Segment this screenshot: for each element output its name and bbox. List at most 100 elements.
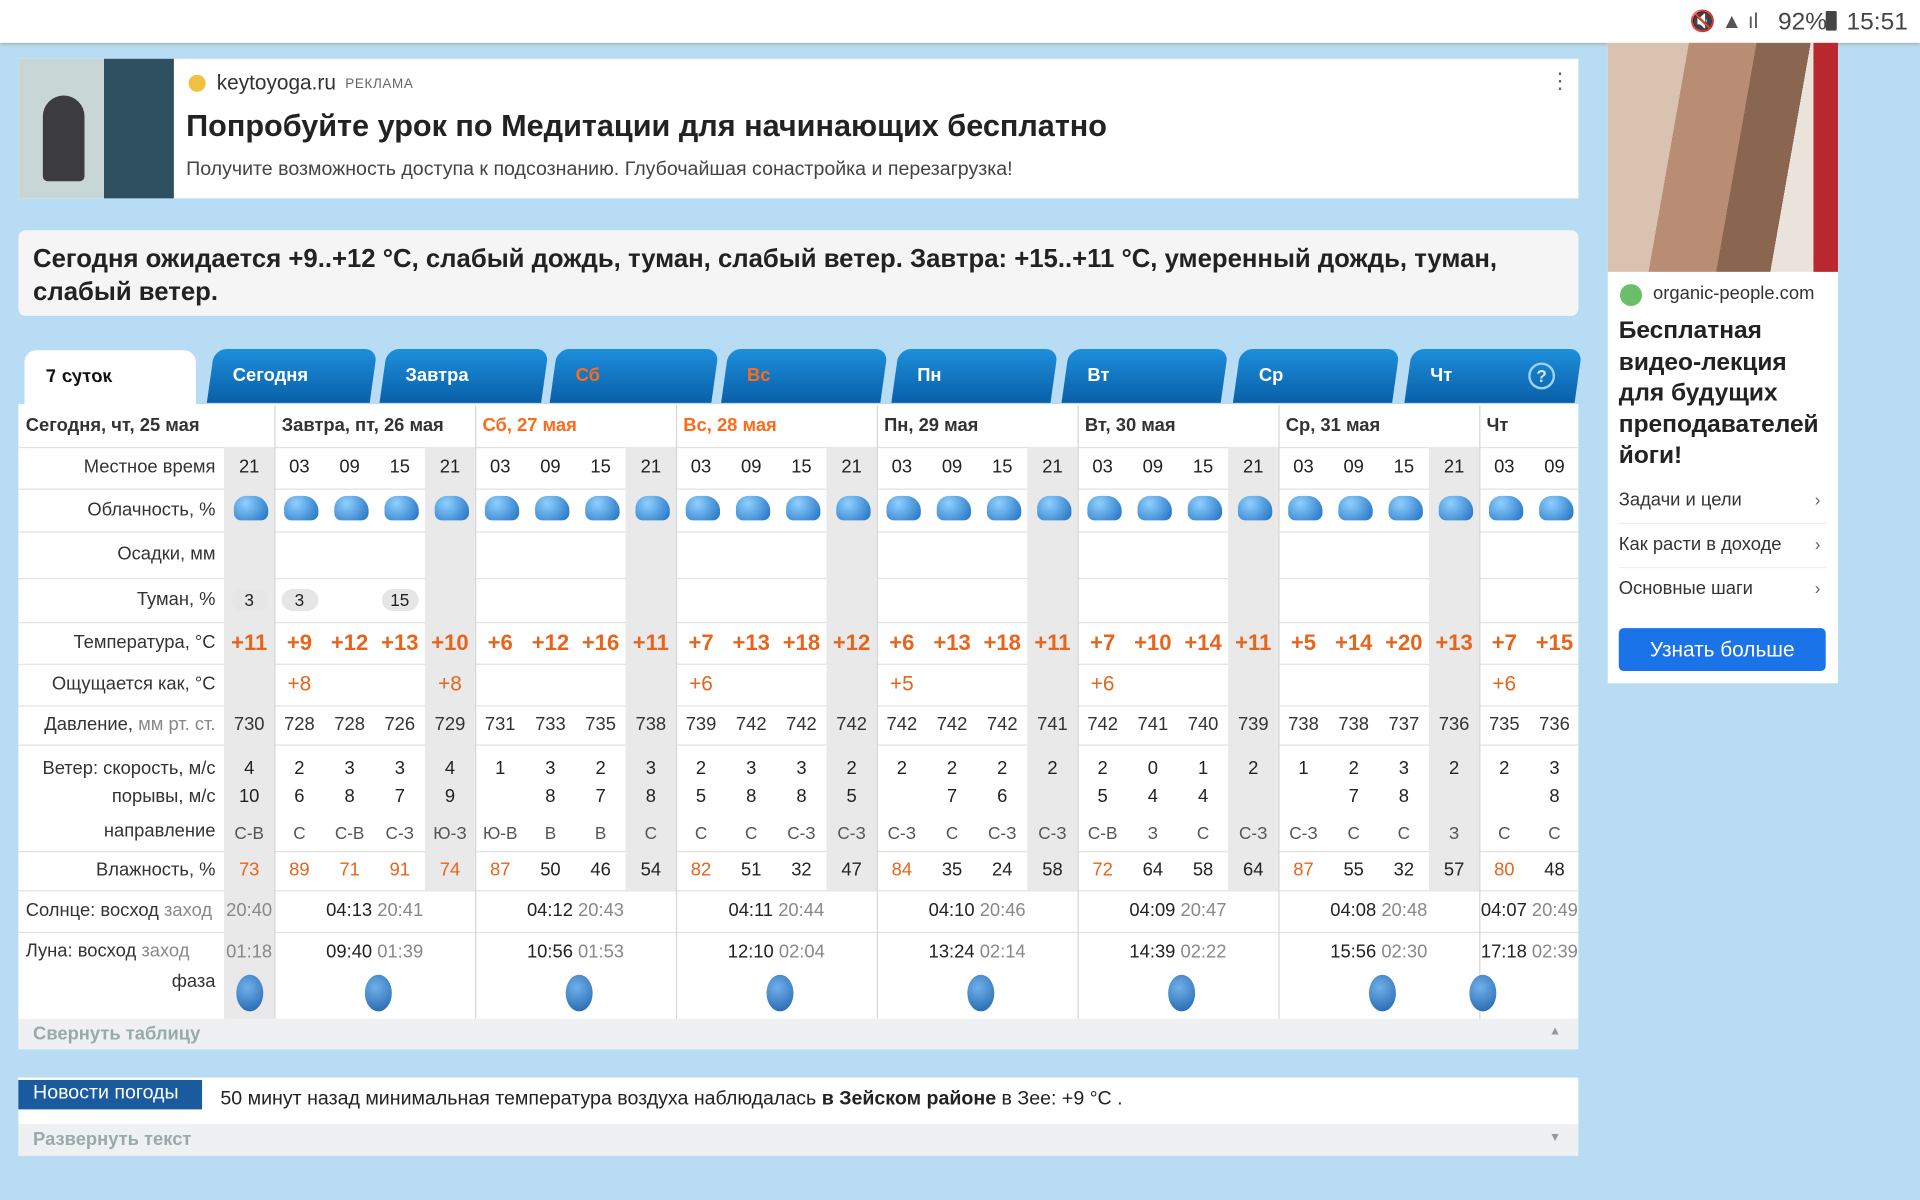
cloud-icon — [585, 495, 620, 521]
row-line — [18, 744, 1579, 746]
side-ad[interactable]: organic-people.com Бесплатная видео-лекц… — [1607, 42, 1838, 684]
sun-rise: 04:11 — [728, 900, 774, 921]
tab[interactable]: Вт — [1061, 348, 1229, 403]
tab-help[interactable]: ? — [1528, 362, 1556, 390]
cloud-icon — [836, 495, 871, 521]
day-separator — [1479, 405, 1481, 1019]
cell-dir: С-З — [1289, 822, 1318, 843]
ad-banner[interactable]: keytoyoga.ru РЕКЛАМА ⋮ Попробуйте урок п… — [18, 58, 1579, 199]
sun-rise: 04:08 — [1330, 900, 1377, 921]
day-separator — [876, 405, 878, 1019]
tab[interactable]: Завтра — [379, 348, 549, 403]
cell-temp: +6 — [889, 630, 915, 656]
tab[interactable]: Сб — [549, 348, 719, 403]
news-pre: 50 минут назад минимальная температура в… — [220, 1088, 817, 1110]
cell-temp: +13 — [381, 630, 419, 656]
side-ad-link[interactable]: Как расти в доходе — [1618, 533, 1782, 555]
tab[interactable]: 7 суток — [24, 350, 196, 407]
cell-time: 03 — [1494, 456, 1515, 478]
tab-label: Пн — [917, 364, 942, 386]
cloud-icon — [233, 495, 269, 521]
cell-dir: С-З — [1038, 822, 1067, 843]
sun-times: 04:11 20:44 — [676, 890, 877, 932]
cell-gusts: 8 — [1398, 786, 1409, 807]
cell-temp: +5 — [1290, 630, 1317, 656]
cell-wind: 2 — [1448, 757, 1460, 779]
side-ad-title: Бесплатная видео-лекция для будущих преп… — [1618, 317, 1819, 469]
night-shade — [424, 446, 476, 891]
moon-set: 01:39 — [377, 941, 424, 963]
ad-text: Получите возможность доступа к подсознан… — [186, 159, 1013, 181]
cell-dir: С — [745, 822, 758, 843]
day-header: Пн, 29 мая — [884, 415, 979, 436]
tab-label: Сегодня — [232, 364, 309, 386]
cell-dir: С — [1498, 822, 1511, 843]
cell-gusts: 8 — [344, 786, 355, 807]
moon-set: 02:04 — [778, 941, 825, 963]
cell-dir: С-В — [234, 822, 264, 843]
side-ad-link[interactable]: Задачи и цели — [1618, 489, 1742, 511]
night-shade — [1228, 446, 1279, 891]
row-line — [18, 890, 1579, 892]
side-ad-image — [1607, 42, 1838, 272]
row-line — [18, 663, 1579, 665]
sun-times: 20:40 — [224, 890, 274, 932]
cell-time: 21 — [1443, 456, 1465, 478]
fog-bg — [281, 588, 319, 612]
cell-humidity: 74 — [439, 859, 461, 881]
moon-phase — [1368, 974, 1396, 1012]
side-ad-link[interactable]: Основные шаги — [1618, 577, 1753, 599]
moon-times: 17:18 02:39 — [1479, 932, 1579, 974]
cell-wind: 2 — [997, 757, 1008, 779]
tab[interactable]: Чт — [1404, 348, 1583, 403]
cell-dir: З — [1147, 822, 1159, 843]
cell-time: 21 — [1042, 456, 1063, 478]
cell-dir: Ю-З — [433, 822, 467, 843]
expand-bar[interactable]: Развернуть текст ▼ — [18, 1124, 1579, 1156]
side-ad-button[interactable]: Узнать больше — [1618, 628, 1826, 672]
row-label: Луна: восход заход — [26, 932, 222, 971]
moon-rise: 13:24 — [928, 941, 975, 963]
cell-feels: +8 — [438, 672, 462, 696]
ad-menu[interactable]: ⋮ — [1548, 68, 1572, 94]
moon-rise: 14:39 — [1129, 941, 1176, 963]
cell-gusts: 8 — [796, 786, 807, 807]
cell-wind: 2 — [695, 757, 707, 779]
cell-gusts: 9 — [444, 786, 456, 807]
cell-humidity: 48 — [1544, 859, 1565, 881]
cell-humidity: 64 — [1243, 859, 1264, 881]
cell-wind: 3 — [746, 757, 757, 779]
tab[interactable]: Пн — [891, 348, 1059, 403]
row-label: Облачность, % — [87, 499, 216, 521]
cell-time: 09 — [1142, 456, 1164, 478]
ad-favicon — [188, 74, 206, 92]
day-header: Ср, 31 мая — [1285, 415, 1381, 436]
tab[interactable]: Вс — [721, 348, 888, 403]
moon-times: 15:56 02:30 — [1278, 932, 1479, 974]
sun-times: 04:09 20:47 — [1078, 890, 1279, 932]
cell-humidity: 58 — [1042, 859, 1063, 881]
row-label: Туман, % — [136, 588, 216, 610]
cell-gusts: 8 — [545, 786, 556, 807]
side-ad-domain: organic-people.com — [1653, 282, 1815, 304]
cell-fog: 3 — [294, 590, 305, 610]
sun-times: 04:10 20:46 — [877, 890, 1078, 932]
tab[interactable]: Сегодня — [206, 348, 378, 403]
row-label: Давление, мм рт. ст. — [18, 705, 215, 744]
sun-times: 04:07 20:49 — [1479, 890, 1579, 932]
cell-time: 09 — [741, 456, 762, 478]
cell-gusts: 7 — [595, 786, 606, 807]
label-rise: восход — [100, 900, 159, 921]
moon-set: 01:18 — [226, 941, 273, 963]
moon-times: 10:56 01:53 — [475, 932, 676, 974]
tab-label: Чт — [1430, 364, 1453, 386]
cell-wind: 3 — [344, 757, 355, 779]
cell-temp: +20 — [1385, 630, 1423, 656]
tab[interactable]: Ср — [1232, 348, 1400, 403]
row-line — [18, 931, 1579, 934]
cell-gusts: 7 — [1348, 786, 1359, 807]
moon-times: 14:39 02:22 — [1078, 932, 1279, 974]
label-set: заход — [141, 940, 190, 962]
collapse-bar[interactable]: Свернуть таблицу ▲ — [18, 1018, 1579, 1050]
cell-temp: +10 — [431, 630, 469, 656]
